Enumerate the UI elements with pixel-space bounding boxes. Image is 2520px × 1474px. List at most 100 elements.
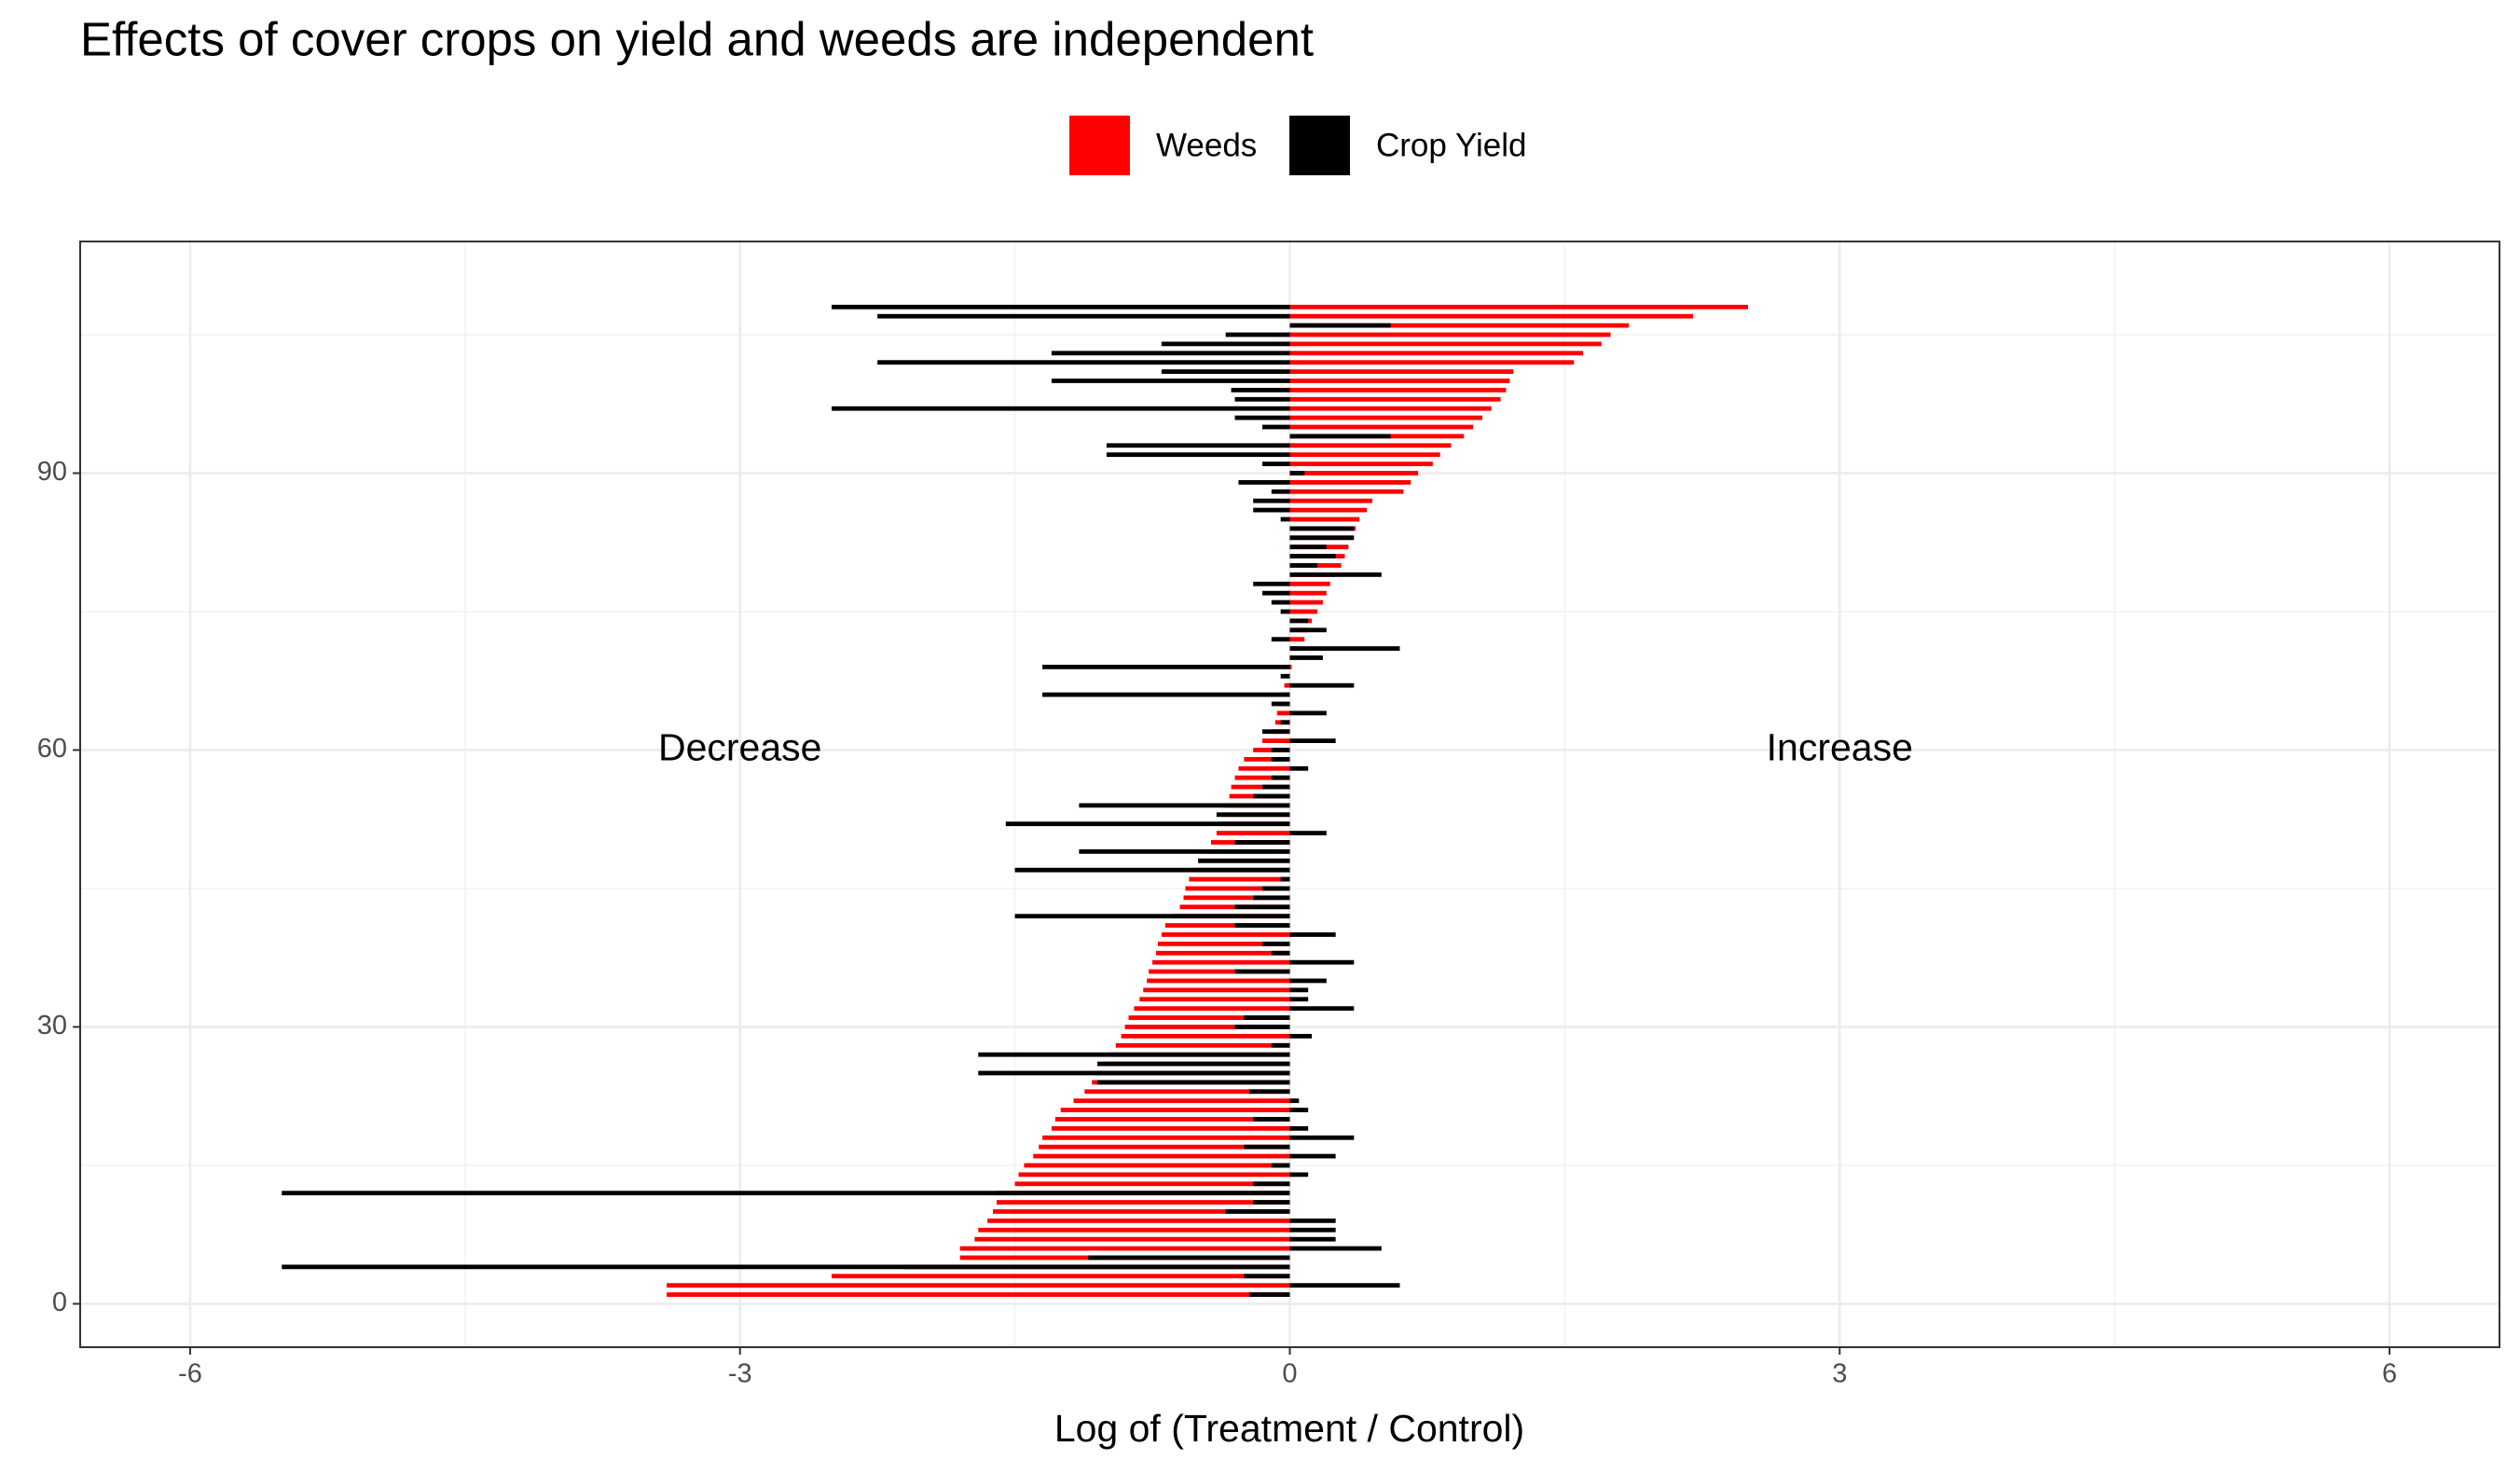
bar — [1244, 756, 1290, 762]
bar — [1262, 729, 1290, 735]
bar — [1106, 443, 1290, 448]
bar — [1253, 793, 1290, 799]
bar — [1289, 443, 1452, 448]
bar — [1079, 803, 1290, 808]
bar — [1289, 434, 1391, 439]
bar — [1289, 765, 1309, 771]
x-axis-title: Log of (Treatment / Control) — [1054, 1407, 1524, 1450]
bar — [1152, 959, 1290, 965]
bar — [1164, 923, 1290, 928]
legend-swatch — [1289, 116, 1350, 175]
bar — [1005, 821, 1290, 827]
bar — [987, 1218, 1290, 1223]
bar — [1271, 775, 1290, 780]
bar — [1271, 637, 1290, 642]
bar — [1271, 756, 1290, 762]
bar — [1128, 1015, 1290, 1020]
x-tick-label: 3 — [1832, 1359, 1847, 1389]
bar — [1289, 609, 1317, 614]
bar — [1289, 535, 1355, 541]
bar — [974, 1236, 1290, 1242]
bar — [1189, 876, 1290, 882]
bar — [1289, 627, 1327, 633]
bar — [1289, 332, 1611, 338]
bar — [667, 1292, 1290, 1297]
y-tick-label: 90 — [37, 457, 67, 487]
bar — [1280, 876, 1290, 882]
bar — [1225, 1209, 1290, 1214]
bar — [1262, 738, 1290, 743]
bar — [1234, 775, 1290, 780]
bar — [1289, 1135, 1355, 1140]
bar — [1079, 848, 1290, 854]
bar — [1054, 1117, 1290, 1122]
bar — [667, 1283, 1290, 1288]
bar — [1234, 840, 1290, 845]
bar — [1051, 1125, 1290, 1131]
bar — [1289, 369, 1514, 374]
bar — [1289, 1098, 1300, 1104]
bar — [282, 1264, 1290, 1270]
bar — [1084, 1089, 1290, 1095]
bar — [1276, 710, 1290, 716]
bar — [1289, 563, 1317, 568]
bar — [1253, 581, 1290, 586]
bar — [1289, 471, 1419, 475]
x-tick-label: -3 — [728, 1359, 752, 1389]
bar — [1289, 507, 1368, 513]
bar — [1014, 914, 1290, 919]
bar — [1060, 1108, 1290, 1112]
bar — [978, 1052, 1290, 1057]
bar — [1161, 341, 1290, 347]
bar — [1147, 978, 1290, 984]
bar — [1271, 1042, 1290, 1048]
bar — [1185, 886, 1290, 891]
bar — [993, 1209, 1290, 1214]
bar — [1271, 950, 1290, 956]
x-tick-label: 6 — [2382, 1359, 2397, 1389]
bar — [1238, 765, 1290, 771]
bar — [1198, 858, 1290, 863]
bar — [1280, 673, 1290, 679]
bar — [1149, 969, 1290, 974]
chart-title: Effects of cover crops on yield and weed… — [80, 12, 1314, 65]
bar — [1289, 452, 1440, 458]
legend: Weeds Crop Yield — [1069, 116, 1526, 175]
bar — [1289, 682, 1355, 688]
bar — [1097, 1061, 1290, 1067]
bar — [1231, 784, 1290, 790]
bar — [1289, 323, 1391, 328]
bar — [1042, 664, 1290, 669]
bar — [1289, 498, 1372, 503]
bar — [1289, 387, 1507, 393]
bar — [1121, 1033, 1290, 1039]
bar — [1014, 1181, 1290, 1187]
bar — [1024, 1163, 1290, 1168]
bar — [1183, 895, 1290, 901]
bar — [1289, 637, 1305, 642]
bar — [1088, 1255, 1290, 1260]
bar — [832, 406, 1290, 411]
bar — [1289, 360, 1575, 365]
bar — [1262, 424, 1290, 430]
bar — [1289, 1227, 1336, 1233]
legend-label: Crop Yield — [1376, 127, 1526, 163]
bar — [1244, 1274, 1290, 1279]
bar — [1039, 1144, 1290, 1150]
bar — [1018, 1172, 1290, 1178]
bar — [1238, 479, 1290, 485]
bar — [1289, 415, 1482, 420]
bar — [1234, 396, 1290, 402]
bar — [1253, 895, 1290, 901]
bar — [1289, 313, 1693, 319]
bar — [978, 1227, 1290, 1233]
bar — [1289, 323, 1630, 328]
bar — [1289, 997, 1309, 1002]
annotation: Increase — [1767, 725, 1913, 768]
bar — [877, 360, 1290, 365]
bar — [1280, 609, 1290, 614]
bar — [1289, 341, 1602, 347]
bar — [1253, 1200, 1290, 1205]
bar — [1253, 748, 1290, 752]
